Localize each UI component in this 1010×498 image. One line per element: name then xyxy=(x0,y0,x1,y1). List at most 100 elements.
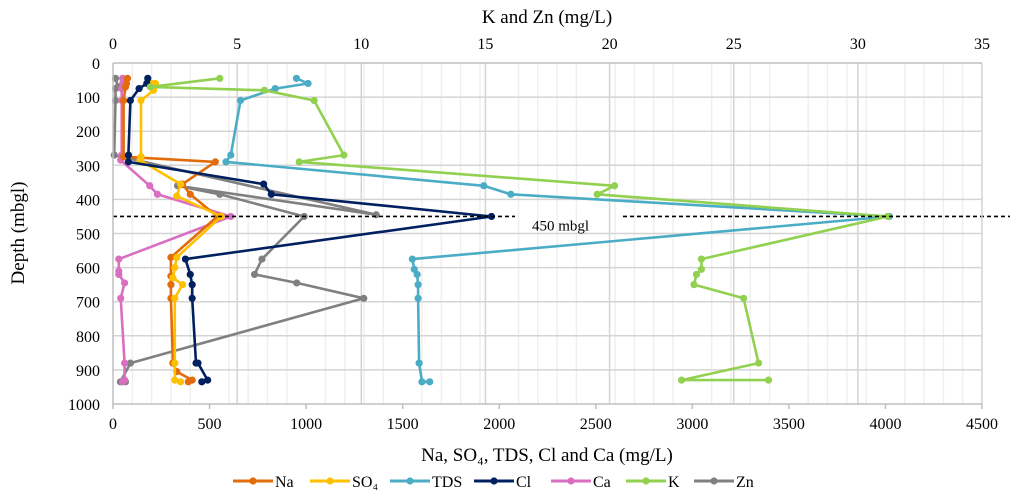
y-tick-label: 300 xyxy=(76,158,100,175)
top-axis-title: K and Zn (mg/L) xyxy=(482,7,612,28)
legend-label-na: Na xyxy=(275,474,294,491)
legend-marker-tds xyxy=(406,477,414,485)
y-tick-label: 400 xyxy=(76,192,100,209)
legend-item-cl: Cl xyxy=(474,474,532,491)
legend-item-tds: TDS xyxy=(390,474,462,491)
grid xyxy=(113,63,982,404)
data-point-so4 xyxy=(136,156,144,164)
series-layer xyxy=(110,74,893,386)
data-point-ca xyxy=(120,279,129,287)
data-point-zn xyxy=(293,279,301,287)
data-point-tds xyxy=(415,359,423,367)
data-point-cl xyxy=(186,270,194,279)
data-point-tds xyxy=(418,378,426,386)
x-tick-label: 2500 xyxy=(580,416,612,433)
x-tick-label: 1500 xyxy=(387,416,419,433)
data-point-ca xyxy=(120,359,129,367)
data-point-k xyxy=(884,212,892,221)
x-tick-label: 0 xyxy=(109,416,117,433)
data-point-na xyxy=(167,253,175,261)
y-tick-label: 600 xyxy=(76,261,100,278)
data-point-tds xyxy=(480,182,488,190)
data-point-cl xyxy=(188,294,196,302)
data-point-na xyxy=(186,190,194,198)
data-point-so4 xyxy=(169,274,177,282)
series-cl xyxy=(124,74,496,386)
legend-label-k: K xyxy=(668,474,680,491)
top-x-tick-label: 5 xyxy=(233,36,241,53)
data-point-so4 xyxy=(171,264,179,272)
data-point-ca xyxy=(117,294,125,302)
data-point-zn xyxy=(360,294,368,302)
data-point-k xyxy=(764,376,773,384)
x-tick-label: 2000 xyxy=(483,416,515,433)
data-point-so4 xyxy=(176,180,185,188)
data-point-tds xyxy=(507,190,515,198)
legend-marker-cl xyxy=(490,477,498,485)
data-point-zn xyxy=(216,190,224,198)
legend-label-cl: Cl xyxy=(516,474,532,491)
data-point-k xyxy=(593,190,601,198)
data-point-na xyxy=(120,96,128,105)
data-point-ca xyxy=(115,255,123,263)
legend-label-tds: TDS xyxy=(432,474,462,491)
y-tick-label: 1000 xyxy=(68,397,100,414)
data-point-cl xyxy=(198,378,206,386)
data-point-zn xyxy=(258,255,266,263)
data-point-so4 xyxy=(176,378,185,386)
data-point-k xyxy=(146,83,154,91)
legend-marker-so4 xyxy=(326,477,334,485)
legend-label-ca: Ca xyxy=(593,474,611,491)
top-x-tick-label: 30 xyxy=(850,36,866,53)
data-point-cl xyxy=(267,190,275,198)
x-tick-label: 500 xyxy=(198,416,222,433)
top-x-tick-label: 20 xyxy=(602,36,618,53)
y-tick-label: 700 xyxy=(76,295,100,312)
legend-label-so4: SO₄ xyxy=(352,474,378,491)
data-point-k xyxy=(260,86,269,94)
data-point-k xyxy=(697,265,706,273)
data-point-so4 xyxy=(171,376,179,384)
data-point-zn xyxy=(372,211,380,219)
data-point-k xyxy=(295,158,303,166)
data-point-tds xyxy=(222,158,230,166)
x-tick-label: 4000 xyxy=(869,416,901,433)
top-x-tick-label: 0 xyxy=(109,36,117,53)
data-point-tds xyxy=(304,79,312,88)
y-tick-label: 100 xyxy=(76,90,100,107)
data-point-cl xyxy=(124,158,133,166)
data-point-tds xyxy=(426,378,434,386)
data-point-k xyxy=(754,359,763,367)
data-point-na xyxy=(211,158,219,166)
data-point-k xyxy=(740,294,748,302)
legend-item-ca: Ca xyxy=(551,474,611,491)
data-point-cl xyxy=(194,359,202,367)
data-point-cl xyxy=(260,180,268,188)
data-point-zn xyxy=(126,359,134,367)
data-point-zn xyxy=(110,151,118,159)
x-tick-label: 3500 xyxy=(773,416,805,433)
data-point-k xyxy=(610,182,619,190)
series-line-zn xyxy=(112,77,378,384)
data-point-na xyxy=(167,281,175,289)
data-point-k xyxy=(692,270,701,279)
top-x-tick-label: 25 xyxy=(726,36,742,53)
y-tick-label: 900 xyxy=(76,363,100,380)
data-point-tds xyxy=(236,96,245,105)
data-point-k xyxy=(690,281,698,289)
x-tick-label: 1000 xyxy=(290,416,322,433)
bottom-axis-title: Na, SO₄, TDS, Cl and Ca (mg/L) xyxy=(421,445,673,466)
y-tick-label: 0 xyxy=(92,56,100,73)
data-point-tds xyxy=(414,294,422,302)
depth-450-annotation: 450 mbgl xyxy=(532,218,589,234)
y-tick-label: 500 xyxy=(76,227,100,244)
x-tick-label: 3000 xyxy=(676,416,708,433)
data-point-cl xyxy=(204,376,212,384)
data-point-k xyxy=(216,74,224,82)
data-point-so4 xyxy=(171,359,179,367)
data-point-tds xyxy=(414,281,422,289)
series-ca xyxy=(115,74,235,386)
top-x-tick-label: 35 xyxy=(974,36,990,53)
legend-label-zn: Zn xyxy=(736,474,754,491)
